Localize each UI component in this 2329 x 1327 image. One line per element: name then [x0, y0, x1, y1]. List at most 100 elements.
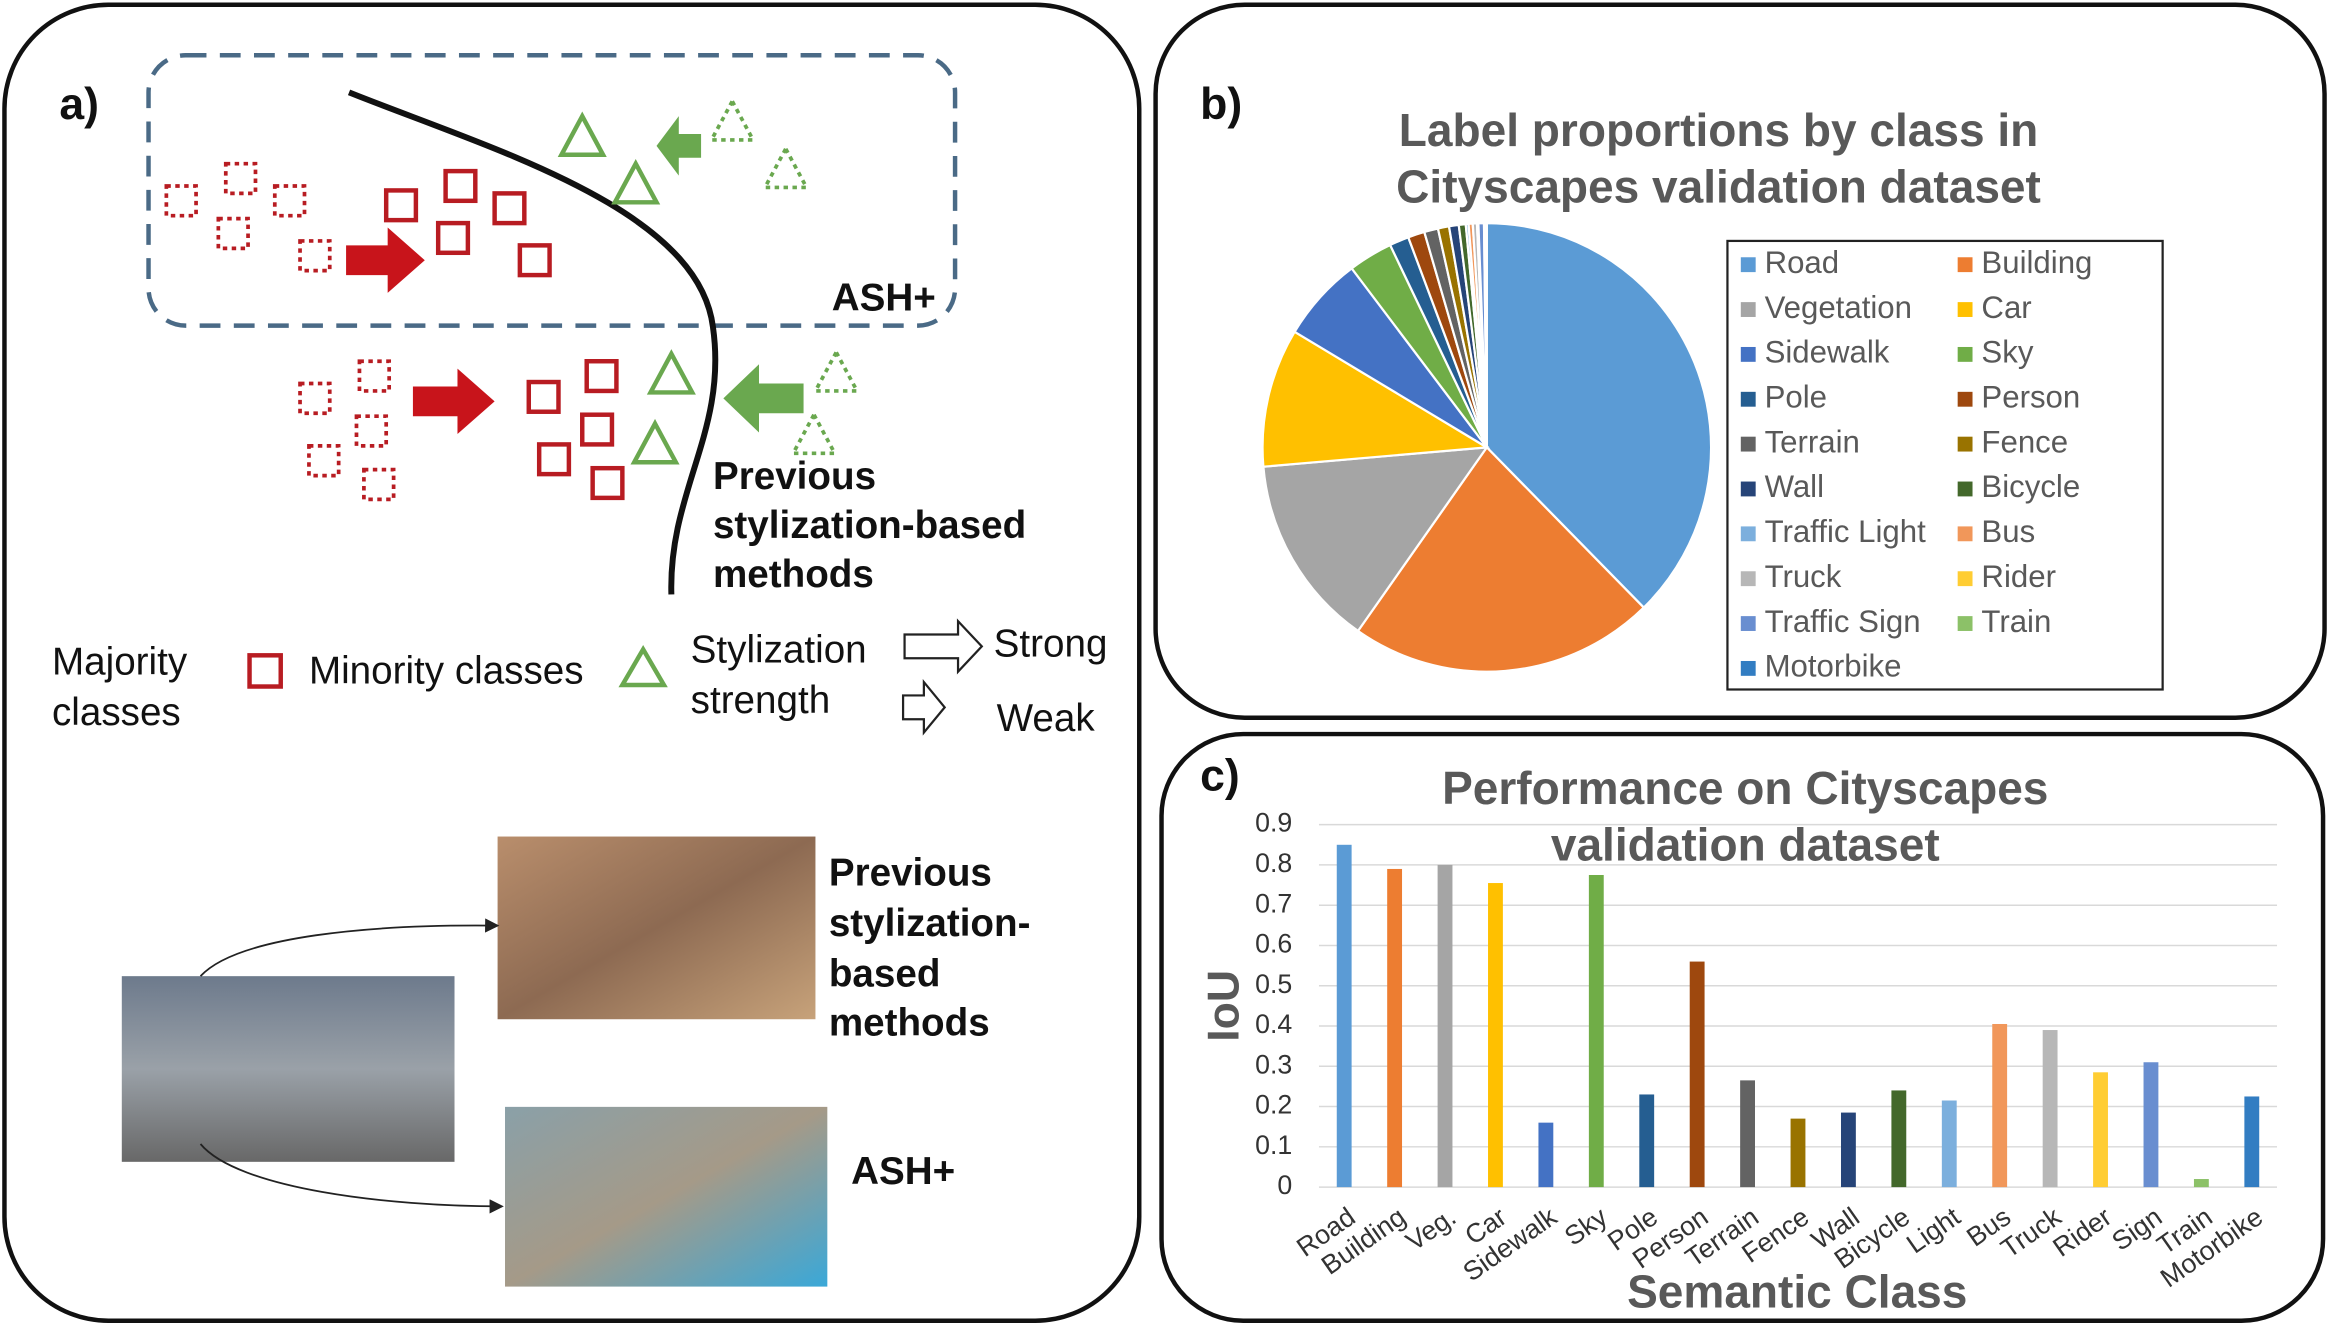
bar	[2093, 1072, 2108, 1188]
bar	[1790, 1118, 1806, 1188]
legend-label: Majority	[52, 640, 188, 683]
legend-label: Minority classes	[309, 649, 584, 692]
legend-swatch	[1957, 616, 1973, 631]
bar	[2193, 1179, 2209, 1188]
bar	[1588, 874, 1604, 1188]
legend-swatch	[1957, 346, 1973, 362]
bar	[2143, 1062, 2159, 1188]
legend-swatch	[1957, 391, 1973, 407]
legend-label: Train	[1981, 604, 2051, 639]
x-tick-label: Veg.	[1400, 1201, 1461, 1256]
bar	[1639, 1094, 1655, 1188]
image-arrow	[199, 918, 500, 977]
decision-boundary	[347, 89, 719, 595]
legend-label: classes	[52, 691, 181, 734]
bar	[1437, 864, 1453, 1188]
image-label: methods	[829, 1001, 990, 1044]
pie-slice	[1261, 330, 1491, 468]
bar	[1336, 844, 1352, 1188]
image-arrow	[199, 1143, 504, 1214]
source-image	[121, 976, 455, 1162]
x-tick-label: Light	[1901, 1201, 1966, 1259]
legend-label: Fence	[1981, 424, 2068, 459]
legend-label: Road	[1765, 245, 1840, 280]
legend-label: Car	[1981, 290, 2031, 325]
y-tick-label: 0.3	[1255, 1049, 1292, 1079]
legend-label: Sidewalk	[1765, 335, 1890, 370]
weak-arrow	[901, 678, 947, 736]
legend-swatch	[1740, 526, 1756, 542]
chart-title: Performance on Cityscapes	[1442, 762, 2048, 814]
bar	[2042, 1030, 2058, 1188]
x-axis-label: Semantic Class	[1627, 1266, 1967, 1318]
legend-box	[1726, 239, 2164, 691]
pie-slice	[1356, 445, 1646, 673]
pie-slice	[1484, 221, 1488, 448]
y-tick-label: 0.8	[1255, 848, 1292, 878]
bar	[1992, 1023, 2008, 1188]
legend-label: Stylization	[691, 629, 867, 672]
panel-frame	[1153, 2, 2327, 720]
bar	[1538, 1122, 1554, 1188]
legend-label: Truck	[1765, 559, 1842, 594]
y-tick-label: 0.1	[1255, 1130, 1292, 1160]
pie-slice	[1485, 221, 1713, 610]
legend-label: Strong	[994, 623, 1108, 666]
bar	[1488, 883, 1503, 1188]
legend-swatch	[1957, 257, 1973, 273]
legend-swatch	[1957, 526, 1973, 542]
legend-swatch	[1740, 571, 1756, 587]
panel-label: c)	[1200, 751, 1240, 800]
ash-image	[505, 1106, 828, 1287]
chart-title: validation dataset	[1551, 819, 1940, 871]
legend-swatch	[1740, 616, 1756, 631]
legend-label: Rider	[1981, 559, 2056, 594]
legend-label: Terrain	[1765, 424, 1860, 459]
legend-triangle	[618, 644, 668, 688]
arrows-red	[346, 227, 495, 435]
legend-label: Weak	[997, 697, 1096, 740]
panel-frame	[2, 2, 1142, 1323]
panel-label: a)	[59, 80, 99, 129]
legend-label: Pole	[1765, 379, 1827, 414]
legend-swatch	[1740, 302, 1756, 317]
x-tick-label: Sign	[2106, 1201, 2167, 1256]
legend-label: Bus	[1981, 514, 2035, 549]
minority-triangles	[557, 111, 696, 465]
legend-swatch	[1740, 257, 1756, 273]
ash-label: ASH+	[832, 277, 936, 320]
legend-swatch	[1957, 571, 1973, 587]
legend-swatch	[1740, 660, 1756, 676]
image-label: stylization-	[829, 902, 1031, 945]
legend-label: Bicycle	[1981, 469, 2080, 504]
panel-frame	[1159, 731, 2326, 1323]
legend-label: Person	[1981, 379, 2080, 414]
legend-label: Traffic Sign	[1765, 604, 1921, 639]
pie-slice	[1262, 446, 1490, 633]
legend-label: Vegetation	[1765, 290, 1912, 325]
stylized-triangles	[708, 97, 861, 456]
y-axis-label: IoU	[1200, 970, 1249, 1042]
chart-title: Label proportions by class in	[1399, 104, 2038, 156]
legend-label: Traffic Light	[1765, 514, 1927, 549]
legend-label: strength	[691, 679, 831, 722]
chart-title: Cityscapes validation dataset	[1396, 161, 2041, 213]
legend-swatch	[1740, 481, 1756, 497]
legend-swatch	[1957, 302, 1973, 317]
legend-swatch	[1957, 481, 1973, 497]
y-tick-label: 0.9	[1255, 808, 1292, 838]
boundary-label: Previous	[713, 455, 876, 498]
y-tick-label: 0	[1277, 1170, 1292, 1200]
strong-arrow	[903, 618, 984, 675]
boundary-label: stylization-based	[713, 504, 1026, 547]
bar	[2244, 1096, 2260, 1188]
stylized-image	[497, 836, 816, 1020]
legend-label: Wall	[1765, 469, 1824, 504]
bar	[1941, 1100, 1957, 1188]
panel-label: b)	[1200, 80, 1242, 129]
legend-swatch	[1957, 436, 1973, 452]
bar	[1740, 1080, 1755, 1188]
bar	[1891, 1090, 1907, 1188]
legend-swatch	[1740, 391, 1756, 407]
